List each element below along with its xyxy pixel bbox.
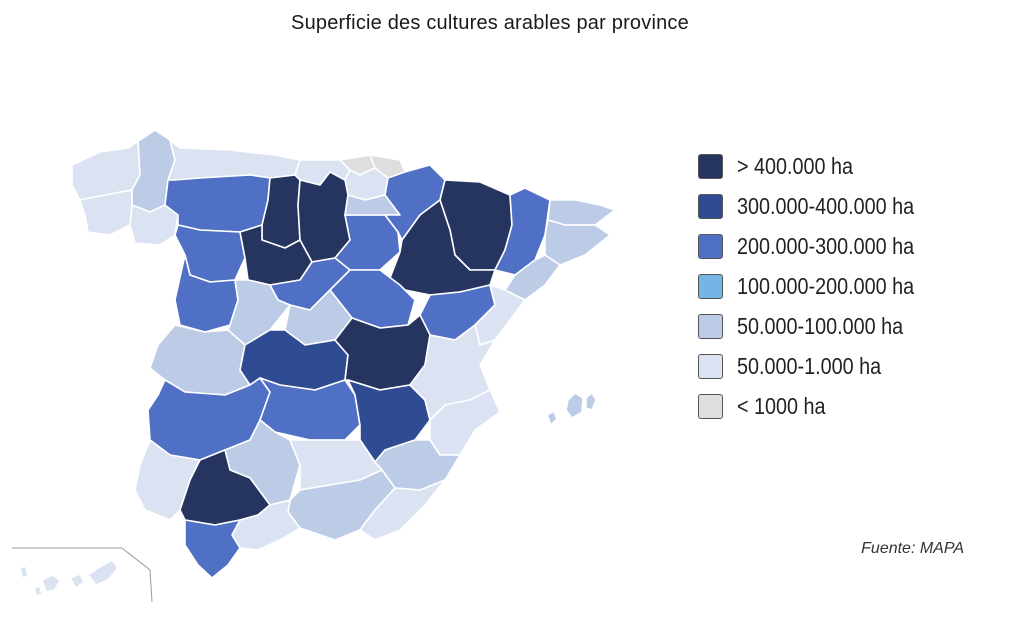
canary-inset-border bbox=[12, 547, 153, 603]
legend-label: 100.000-200.000 ha bbox=[737, 272, 915, 299]
legend-swatch bbox=[698, 313, 723, 339]
province-ourense bbox=[129, 204, 179, 246]
legend-item: 50.000-100.000 ha bbox=[698, 306, 943, 346]
legend-item: 200.000-300.000 ha bbox=[698, 226, 943, 266]
legend-item: 50.000-1.000 ha bbox=[698, 346, 943, 386]
legend-swatch bbox=[698, 193, 723, 219]
source-note: Fuente: MAPA bbox=[861, 540, 964, 557]
province-la-gomera bbox=[33, 585, 43, 597]
map-legend: > 400.000 ha 300.000-400.000 ha 200.000-30… bbox=[698, 146, 943, 426]
legend-label: 200.000-300.000 ha bbox=[737, 232, 915, 259]
province-girona bbox=[547, 199, 616, 226]
province-gran-canaria bbox=[69, 573, 85, 589]
province-almeria bbox=[359, 479, 446, 541]
legend-item: < 1000 ha bbox=[698, 386, 943, 426]
province-tenerife bbox=[41, 574, 61, 593]
province-mallorca bbox=[565, 392, 584, 419]
province-cadiz bbox=[184, 519, 241, 579]
province-alicante bbox=[429, 389, 501, 456]
province-ciudad-real bbox=[259, 377, 361, 441]
legend-label: 300.000-400.000 ha bbox=[737, 192, 915, 219]
legend-item: > 400.000 ha bbox=[698, 146, 943, 186]
legend-item: 300.000-400.000 ha bbox=[698, 186, 943, 226]
legend-swatch bbox=[698, 153, 723, 179]
legend-item: 100.000-200.000 ha bbox=[698, 266, 943, 306]
province-ibiza bbox=[546, 410, 558, 426]
province-leon bbox=[164, 174, 271, 233]
legend-swatch bbox=[698, 273, 723, 299]
legend-label: 50.000-100.000 ha bbox=[737, 312, 904, 339]
legend-swatch bbox=[698, 353, 723, 379]
province-menorca bbox=[585, 392, 597, 411]
legend-label: < 1000 ha bbox=[737, 392, 826, 419]
map-title: Superficie des cultures arables par prov… bbox=[291, 12, 689, 34]
legend-swatch bbox=[698, 233, 723, 259]
legend-label: 50.000-1.000 ha bbox=[737, 352, 882, 379]
province-barcelona bbox=[544, 219, 611, 266]
legend-swatch bbox=[698, 393, 723, 419]
legend-label: > 400.000 ha bbox=[737, 152, 854, 179]
province-las-palmas bbox=[87, 559, 119, 586]
province-navarra bbox=[384, 164, 446, 241]
province-asturias bbox=[167, 139, 301, 181]
province-tarragona bbox=[504, 254, 561, 301]
province-la-palma bbox=[19, 565, 29, 579]
province-huelva bbox=[134, 439, 201, 521]
